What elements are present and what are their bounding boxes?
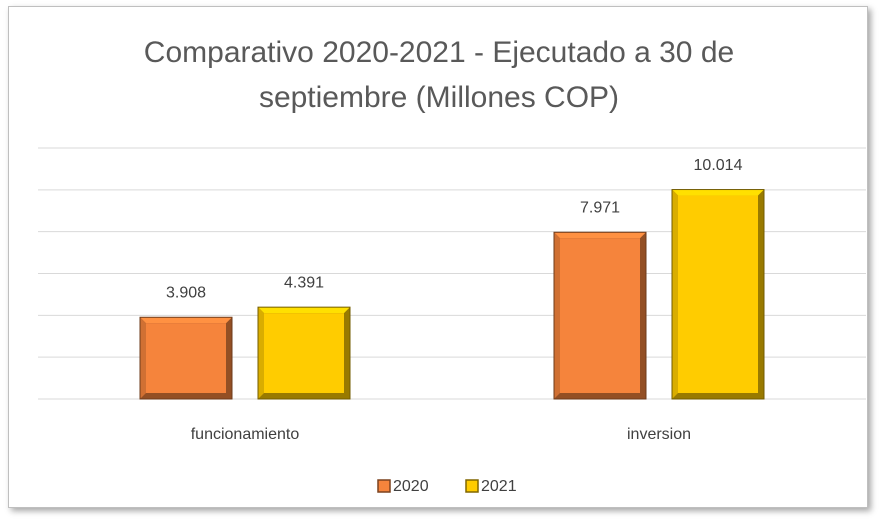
legend-label: 2020	[393, 478, 429, 495]
bar	[671, 189, 765, 400]
data-label: 3.908	[166, 284, 206, 301]
legend-label: 2021	[481, 478, 517, 495]
legend-swatch	[377, 479, 391, 493]
data-label: 4.391	[284, 274, 324, 291]
bar	[257, 306, 351, 400]
data-label: 7.971	[580, 199, 620, 216]
chart-title: Comparativo 2020-2021 - Ejecutado a 30 d…	[143, 36, 735, 114]
x-tick-label: funcionamiento	[191, 426, 300, 443]
legend-swatch	[465, 479, 479, 493]
x-tick-label: inversion	[627, 426, 691, 443]
data-label: 10.014	[694, 157, 743, 174]
bar	[553, 231, 647, 400]
bar	[139, 316, 233, 400]
